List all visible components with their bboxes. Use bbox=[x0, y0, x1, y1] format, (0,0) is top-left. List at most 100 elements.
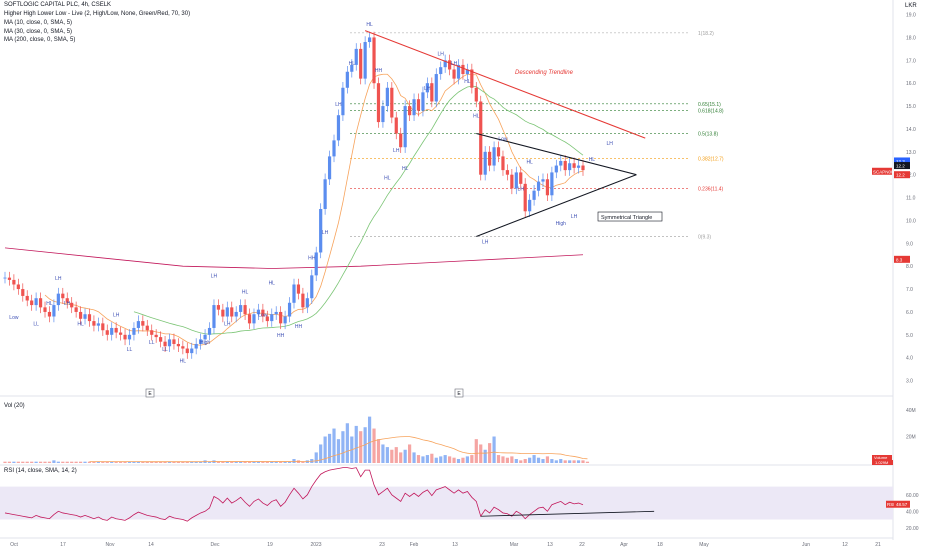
candle-body[interactable] bbox=[532, 190, 536, 200]
volume-bar[interactable] bbox=[416, 455, 421, 463]
volume-bar[interactable] bbox=[408, 444, 412, 463]
candle-body[interactable] bbox=[550, 172, 554, 196]
candle-body[interactable] bbox=[167, 339, 172, 347]
candle-body[interactable] bbox=[212, 305, 216, 328]
candle-body[interactable] bbox=[292, 284, 296, 303]
volume-bar[interactable] bbox=[145, 461, 149, 463]
candle-body[interactable] bbox=[132, 327, 136, 335]
volume-bar[interactable] bbox=[279, 461, 283, 463]
candle-body[interactable] bbox=[123, 334, 127, 340]
volume-bar[interactable] bbox=[434, 457, 438, 463]
candle-body[interactable] bbox=[363, 42, 367, 79]
candle-body[interactable] bbox=[448, 60, 452, 70]
volume-bar[interactable] bbox=[336, 439, 341, 463]
candle-body[interactable] bbox=[203, 334, 207, 340]
rsi-trendline[interactable] bbox=[480, 510, 655, 517]
volume-bar[interactable] bbox=[83, 461, 87, 463]
candle-body[interactable] bbox=[43, 307, 47, 312]
candle-body[interactable] bbox=[492, 147, 496, 166]
volume-bar[interactable] bbox=[372, 428, 376, 463]
volume-bar[interactable] bbox=[176, 461, 180, 463]
volume-bar[interactable] bbox=[92, 461, 96, 463]
candle-body[interactable] bbox=[234, 311, 238, 317]
volume-bar[interactable] bbox=[230, 461, 234, 463]
candle-body[interactable] bbox=[461, 64, 465, 75]
volume-bar[interactable] bbox=[314, 452, 318, 463]
volume-bar[interactable] bbox=[456, 459, 461, 463]
candle-body[interactable] bbox=[145, 325, 149, 331]
volume-bar[interactable] bbox=[465, 456, 469, 463]
volume-bar[interactable] bbox=[172, 461, 176, 463]
volume-bar[interactable] bbox=[216, 461, 221, 463]
candle-body[interactable] bbox=[127, 334, 132, 340]
volume-bar[interactable] bbox=[532, 455, 536, 463]
rsi-pane-title[interactable]: RSI (14, close, SMA, 14, 2) bbox=[4, 468, 77, 474]
candle-body[interactable] bbox=[443, 60, 447, 68]
candle-body[interactable] bbox=[119, 332, 123, 335]
volume-bar[interactable] bbox=[199, 461, 203, 463]
candle-body[interactable] bbox=[367, 37, 372, 43]
candle-body[interactable] bbox=[176, 343, 180, 347]
candle-body[interactable] bbox=[568, 163, 572, 171]
candle-body[interactable] bbox=[541, 179, 545, 182]
indicator-legend-hhll[interactable]: Higher High Lower Low - Live (2, High/Lo… bbox=[4, 11, 191, 17]
candle-body[interactable] bbox=[181, 346, 185, 349]
candle-body[interactable] bbox=[314, 252, 318, 276]
volume-bar[interactable] bbox=[3, 461, 7, 463]
volume-bar[interactable] bbox=[12, 461, 16, 463]
candle-body[interactable] bbox=[114, 327, 118, 333]
volume-bar[interactable] bbox=[65, 461, 69, 463]
volume-bar[interactable] bbox=[38, 461, 43, 463]
candle-body[interactable] bbox=[185, 348, 189, 354]
candle-body[interactable] bbox=[274, 311, 278, 315]
volume-bar[interactable] bbox=[194, 461, 198, 463]
candle-body[interactable] bbox=[479, 101, 483, 175]
volume-bar[interactable] bbox=[105, 461, 109, 463]
volume-bar[interactable] bbox=[114, 461, 118, 463]
candle-body[interactable] bbox=[336, 115, 341, 141]
candle-body[interactable] bbox=[523, 183, 527, 212]
candle-body[interactable] bbox=[141, 321, 145, 326]
candle-body[interactable] bbox=[394, 117, 398, 134]
volume-bar[interactable] bbox=[399, 452, 403, 463]
candle-body[interactable] bbox=[207, 327, 212, 335]
candle-body[interactable] bbox=[283, 316, 287, 324]
symbol-title[interactable]: SOFTLOGIC CAPITAL PLC, 4h, CSELK bbox=[4, 2, 112, 8]
candle-body[interactable] bbox=[287, 302, 292, 317]
trendline[interactable] bbox=[476, 132, 637, 176]
candle-body[interactable] bbox=[559, 160, 563, 166]
candle-body[interactable] bbox=[105, 330, 109, 335]
volume-bar[interactable] bbox=[341, 431, 345, 463]
volume-bar[interactable] bbox=[323, 436, 327, 464]
volume-bar[interactable] bbox=[385, 447, 389, 463]
volume-bar[interactable] bbox=[412, 452, 416, 463]
candle-body[interactable] bbox=[12, 279, 16, 285]
candle-body[interactable] bbox=[465, 69, 469, 75]
candle-body[interactable] bbox=[199, 339, 203, 344]
candle-body[interactable] bbox=[376, 83, 381, 123]
candle-body[interactable] bbox=[221, 309, 225, 317]
candle-body[interactable] bbox=[61, 293, 65, 299]
candle-body[interactable] bbox=[554, 165, 558, 173]
candle-body[interactable] bbox=[96, 323, 100, 326]
candle-body[interactable] bbox=[505, 170, 510, 175]
candle-body[interactable] bbox=[159, 337, 163, 342]
volume-bar[interactable] bbox=[390, 449, 394, 463]
volume-bar[interactable] bbox=[61, 461, 65, 463]
candle-body[interactable] bbox=[110, 327, 114, 335]
candle-body[interactable] bbox=[7, 277, 12, 280]
candle-body[interactable] bbox=[301, 293, 305, 308]
volume-bar[interactable] bbox=[327, 433, 332, 463]
volume-bar[interactable] bbox=[519, 460, 523, 463]
candle-body[interactable] bbox=[341, 87, 345, 116]
volume-bar[interactable] bbox=[154, 461, 158, 463]
candle-body[interactable] bbox=[425, 83, 429, 93]
volume-bar[interactable] bbox=[319, 444, 323, 463]
volume-bar[interactable] bbox=[568, 460, 572, 463]
volume-bar[interactable] bbox=[345, 423, 349, 463]
volume-bar[interactable] bbox=[332, 428, 336, 463]
candle-body[interactable] bbox=[230, 307, 234, 317]
candle-body[interactable] bbox=[56, 293, 60, 306]
volume-bar[interactable] bbox=[501, 456, 505, 463]
